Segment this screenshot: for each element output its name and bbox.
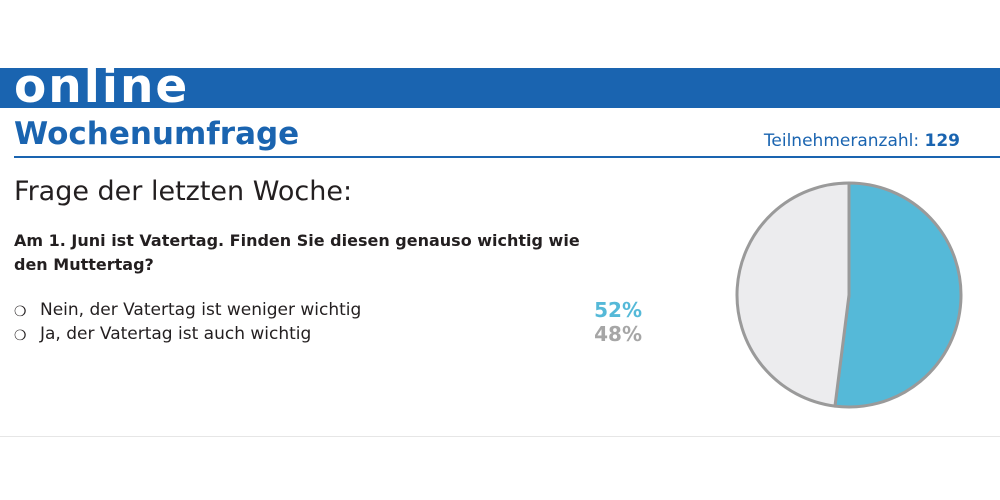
answer-label: Ja, der Vatertag ist auch wichtig	[40, 324, 312, 344]
answer-percent: 48%	[594, 322, 642, 346]
header-bar	[0, 68, 1000, 108]
answer-percent: 52%	[594, 298, 642, 322]
answer-list: ❍ Nein, der Vatertag ist weniger wichtig …	[14, 298, 654, 346]
pie-slice-0	[833, 181, 963, 409]
question-text: Am 1. Juni ist Vatertag. Finden Sie dies…	[14, 231, 580, 274]
participant-count-label: Teilnehmeranzahl:	[763, 131, 920, 151]
brand-logo-text: online	[14, 59, 190, 114]
bottom-divider	[0, 436, 1000, 437]
participant-count: Teilnehmeranzahl: 129	[764, 130, 960, 152]
answer-label: Nein, der Vatertag ist weniger wichtig	[40, 300, 362, 320]
answer-option-no[interactable]: ❍ Nein, der Vatertag ist weniger wichtig …	[14, 298, 654, 322]
participant-count-value: 129	[924, 131, 961, 151]
question-heading: Frage der letzten Woche:	[14, 176, 353, 207]
radio-icon[interactable]: ❍	[14, 328, 27, 344]
header-divider	[14, 156, 1000, 158]
pie-slice-1	[735, 181, 851, 408]
answer-option-yes[interactable]: ❍ Ja, der Vatertag ist auch wichtig 48%	[14, 322, 654, 346]
result-pie-chart	[735, 181, 963, 409]
radio-icon[interactable]: ❍	[14, 304, 27, 320]
section-title: Wochenumfrage	[14, 116, 300, 152]
